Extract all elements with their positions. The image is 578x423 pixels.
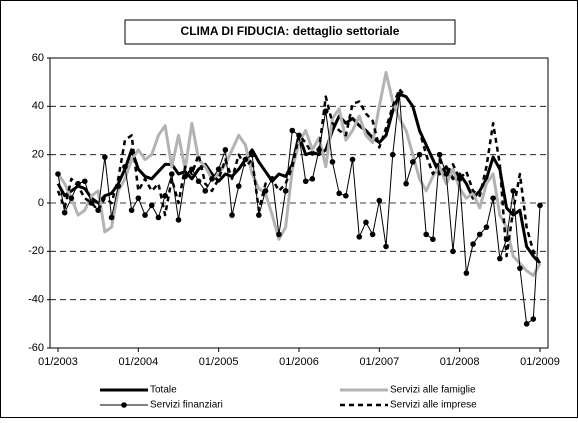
- series-marker: [142, 212, 148, 218]
- series-marker: [389, 151, 396, 158]
- series-marker: [383, 243, 389, 250]
- series-marker: [289, 127, 296, 134]
- y-tick-label: -60: [28, 342, 44, 354]
- x-tick-label: 01/2006: [279, 356, 319, 368]
- series-marker: [463, 270, 470, 276]
- series-marker: [122, 163, 128, 170]
- series-marker: [302, 178, 309, 185]
- series-marker: [483, 224, 490, 230]
- y-tick-label: 20: [32, 149, 44, 161]
- x-tick-label: 01/2009: [520, 356, 560, 368]
- series-marker: [416, 151, 423, 158]
- series-marker: [510, 188, 517, 194]
- series-marker: [222, 147, 229, 153]
- series-marker: [102, 154, 108, 160]
- series-marker: [530, 316, 537, 322]
- x-tick-label: 01/2007: [359, 356, 399, 368]
- legend-marker: [121, 402, 127, 408]
- x-tick-label: 01/2004: [118, 356, 158, 368]
- series-marker: [55, 171, 61, 177]
- series-marker: [108, 214, 115, 221]
- series-marker: [202, 188, 209, 194]
- series-marker: [430, 236, 436, 243]
- series-marker: [309, 176, 316, 182]
- series-marker: [229, 212, 235, 218]
- y-tick-label: 60: [32, 52, 44, 64]
- x-tick-label: 01/2005: [199, 356, 239, 368]
- series-marker: [155, 214, 162, 221]
- series-marker: [61, 209, 68, 216]
- legend-label: Servizi alle famiglie: [390, 385, 476, 396]
- title-box: [124, 19, 456, 45]
- series-marker: [490, 195, 496, 201]
- legend-label: Servizi alle imprese: [390, 400, 477, 411]
- series-marker: [450, 248, 456, 255]
- series-marker: [235, 183, 242, 189]
- series-marker: [209, 176, 215, 182]
- series-marker: [476, 231, 483, 238]
- series-marker: [376, 197, 383, 204]
- series-marker: [537, 202, 543, 209]
- series-marker: [215, 166, 222, 172]
- series-marker: [256, 212, 262, 218]
- series-marker: [162, 192, 168, 199]
- series-marker: [410, 159, 416, 165]
- series-marker: [363, 219, 369, 226]
- series-marker: [403, 180, 409, 187]
- series-marker: [497, 255, 503, 262]
- series-marker: [249, 151, 255, 158]
- legend-label: Servizi finanziari: [150, 400, 223, 411]
- series-marker: [470, 241, 476, 247]
- y-tick-label: -40: [28, 294, 44, 306]
- series-marker: [282, 188, 289, 194]
- series-marker: [175, 217, 182, 223]
- series-marker: [356, 234, 363, 240]
- series-marker: [343, 192, 349, 199]
- series-line: [56, 71, 542, 277]
- legend-label: Totale: [150, 385, 177, 396]
- x-tick-label: 01/2003: [38, 356, 78, 368]
- series-marker: [135, 195, 142, 201]
- series-marker: [436, 151, 443, 158]
- x-tick-label: 01/2008: [440, 356, 480, 368]
- series-marker: [68, 195, 75, 201]
- y-tick-label: -20: [28, 245, 44, 257]
- series-marker: [349, 156, 356, 163]
- series-marker: [329, 159, 336, 165]
- y-tick-label: 0: [38, 197, 44, 209]
- series-marker: [423, 231, 429, 238]
- series-marker: [517, 265, 523, 272]
- series-marker: [128, 207, 135, 214]
- series-marker: [369, 231, 376, 238]
- series-marker: [81, 178, 88, 185]
- series-marker: [169, 171, 175, 177]
- series-marker: [523, 321, 530, 327]
- series-marker: [242, 156, 249, 163]
- series-marker: [336, 190, 342, 197]
- y-tick-label: 40: [32, 100, 44, 112]
- series-marker: [195, 178, 202, 185]
- chart-title: CLIMA DI FIDUCIA: dettaglio settoriale: [181, 24, 400, 38]
- series-marker: [148, 202, 155, 209]
- series-marker: [276, 231, 282, 238]
